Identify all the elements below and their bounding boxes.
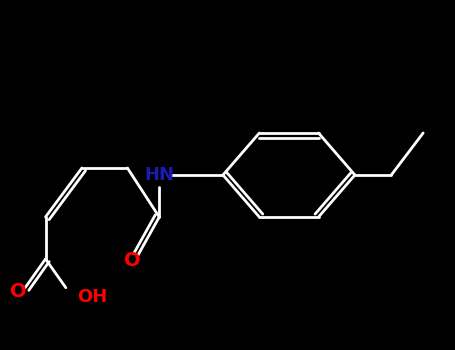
Text: O: O [124, 251, 140, 270]
Text: OH: OH [77, 288, 107, 307]
Text: O: O [10, 282, 26, 301]
Text: HN: HN [144, 166, 174, 184]
